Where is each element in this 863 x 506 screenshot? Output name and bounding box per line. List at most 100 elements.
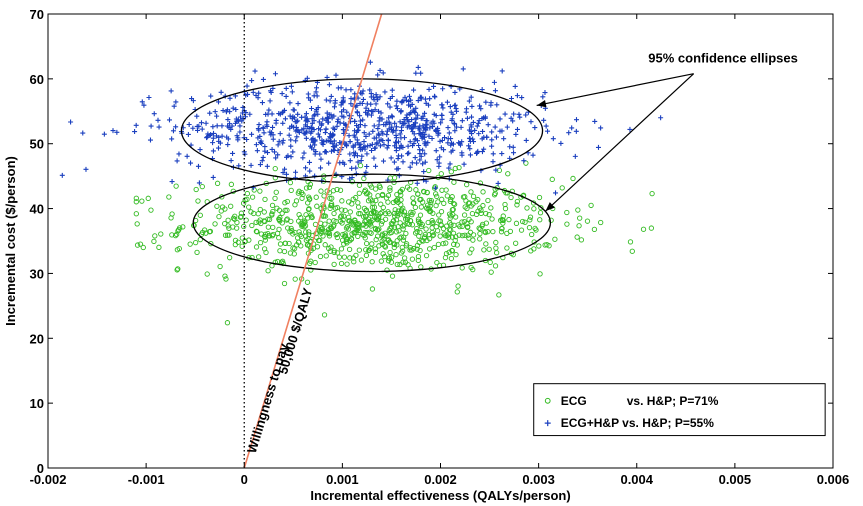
point-series-0 <box>588 202 594 209</box>
point-series-0 <box>148 207 154 213</box>
point-series-1 <box>402 120 408 126</box>
point-series-0 <box>228 181 235 187</box>
point-series-0 <box>437 233 443 239</box>
point-series-0 <box>302 223 309 229</box>
point-series-0 <box>303 185 310 191</box>
point-series-1 <box>359 153 365 159</box>
point-series-1 <box>476 118 482 124</box>
point-series-1 <box>389 114 395 120</box>
point-series-0 <box>133 199 139 205</box>
point-series-1 <box>339 109 345 115</box>
point-series-1 <box>480 128 486 134</box>
point-series-0 <box>438 209 445 215</box>
point-series-0 <box>187 241 193 247</box>
point-series-0 <box>352 218 358 224</box>
point-series-1 <box>277 131 283 137</box>
point-series-1 <box>223 109 229 115</box>
point-series-0 <box>174 247 181 253</box>
point-series-0 <box>451 201 458 207</box>
point-series-0 <box>262 237 269 243</box>
point-series-1 <box>194 113 200 119</box>
point-series-1 <box>439 138 445 144</box>
point-series-1 <box>447 161 453 167</box>
point-series-1 <box>396 173 402 179</box>
point-series-1 <box>295 101 301 107</box>
point-series-1 <box>132 129 138 135</box>
point-series-0 <box>426 246 433 252</box>
point-series-0 <box>314 203 320 209</box>
point-series-1 <box>423 100 429 106</box>
point-series-1 <box>371 123 377 129</box>
point-series-1 <box>439 112 445 118</box>
point-series-0 <box>506 216 512 223</box>
point-series-1 <box>442 135 448 141</box>
point-series-1 <box>598 125 604 131</box>
point-series-1 <box>479 136 485 142</box>
point-series-0 <box>368 219 374 225</box>
point-series-1 <box>425 140 431 146</box>
point-series-1 <box>272 71 278 77</box>
point-series-1 <box>379 129 385 135</box>
point-series-1 <box>272 149 278 155</box>
point-series-0 <box>207 228 214 235</box>
point-series-0 <box>361 188 368 195</box>
point-series-1 <box>432 94 438 100</box>
point-series-1 <box>372 107 378 113</box>
point-series-0 <box>353 194 359 201</box>
point-series-0 <box>447 220 453 226</box>
point-series-0 <box>377 210 384 217</box>
point-series-1 <box>435 132 441 138</box>
point-series-1 <box>357 118 363 124</box>
point-series-1 <box>261 130 267 136</box>
point-series-1 <box>188 160 194 166</box>
point-series-0 <box>531 206 537 212</box>
point-series-1 <box>173 124 179 130</box>
point-series-1 <box>360 96 366 102</box>
point-series-1 <box>566 130 572 136</box>
point-series-0 <box>456 164 462 171</box>
point-series-1 <box>375 126 381 132</box>
point-series-0 <box>314 244 321 250</box>
point-series-0 <box>405 262 411 268</box>
x-tick-label: -0.001 <box>128 472 165 487</box>
point-series-0 <box>433 202 439 209</box>
point-series-0 <box>140 244 146 251</box>
point-series-1 <box>293 138 299 144</box>
point-series-0 <box>443 240 449 246</box>
point-series-0 <box>321 312 328 318</box>
point-series-0 <box>360 222 366 228</box>
point-series-0 <box>444 193 450 199</box>
y-tick-label: 70 <box>30 7 44 22</box>
point-series-1 <box>478 106 484 112</box>
point-series-0 <box>158 231 164 237</box>
point-series-1 <box>375 72 381 78</box>
point-series-0 <box>269 202 276 208</box>
point-series-1 <box>459 118 465 124</box>
point-series-1 <box>184 153 190 159</box>
point-series-1 <box>420 123 426 129</box>
point-series-1 <box>499 68 505 74</box>
point-series-1 <box>407 164 413 170</box>
point-series-0 <box>291 251 297 257</box>
point-series-1 <box>290 107 296 113</box>
point-series-1 <box>230 150 236 156</box>
point-series-1 <box>267 88 273 94</box>
point-series-1 <box>469 114 475 120</box>
point-series-0 <box>362 235 368 241</box>
point-series-0 <box>282 240 289 246</box>
point-series-1 <box>289 123 295 129</box>
point-series-0 <box>451 241 457 247</box>
point-series-1 <box>339 113 345 119</box>
point-series-0 <box>529 231 535 238</box>
point-series-1 <box>210 174 216 180</box>
point-series-1 <box>382 89 388 95</box>
point-series-1 <box>409 160 415 166</box>
point-series-1 <box>448 142 454 148</box>
point-series-1 <box>59 172 65 178</box>
point-series-1 <box>307 168 313 174</box>
point-series-1 <box>301 150 307 156</box>
point-series-1 <box>542 90 548 96</box>
point-series-1 <box>460 66 466 72</box>
point-series-0 <box>296 188 302 194</box>
point-series-1 <box>288 137 294 143</box>
